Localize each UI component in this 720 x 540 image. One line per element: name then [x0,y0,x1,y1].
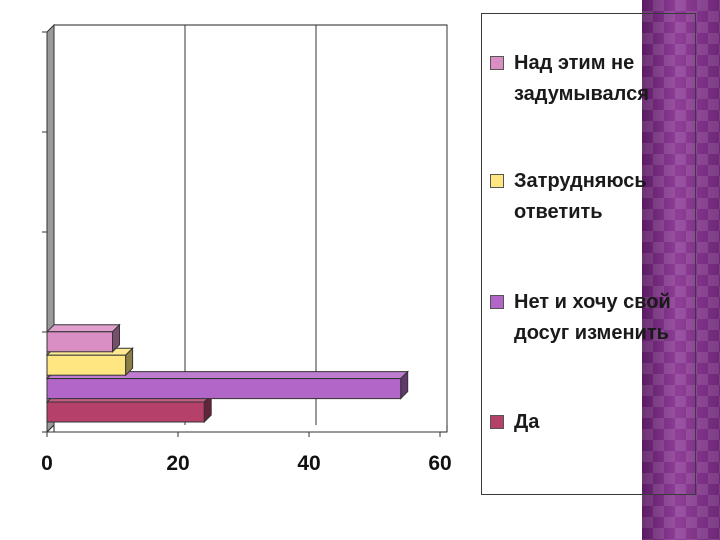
bar [45,323,121,354]
legend-swatch [490,56,504,70]
legend-label: Затрудняюсь ответить [514,170,647,223]
bar-front-face [46,354,127,376]
decorative-side-panel [642,0,720,540]
legend-label: Нет и хочу свой досуг изменить [514,291,671,344]
legend-swatch [490,174,504,188]
bar-front-face [46,401,205,423]
legend-label: Да [514,411,540,433]
legend-swatch [490,295,504,309]
x-tick-label: 40 [297,452,320,475]
bar-front-face [46,331,113,353]
chart-legend: Над этим не задумывался Затрудняюсь отве… [481,13,696,495]
chart-axis [42,31,441,437]
chart-bars [45,323,409,424]
x-tick-label: 60 [428,452,451,475]
chart-tick-labels: 0 20 40 60 [41,452,452,475]
bar-front-face [46,378,402,400]
legend-label: Над этим не задумывался [514,52,649,105]
x-axis-depth [46,424,55,433]
x-tick-label: 0 [41,452,53,475]
chart-grid [184,25,448,425]
bar-top-face [45,324,121,333]
x-tick-label: 20 [166,452,189,475]
legend-swatch [490,415,504,429]
bar-chart: 0 20 40 60 [41,23,452,475]
